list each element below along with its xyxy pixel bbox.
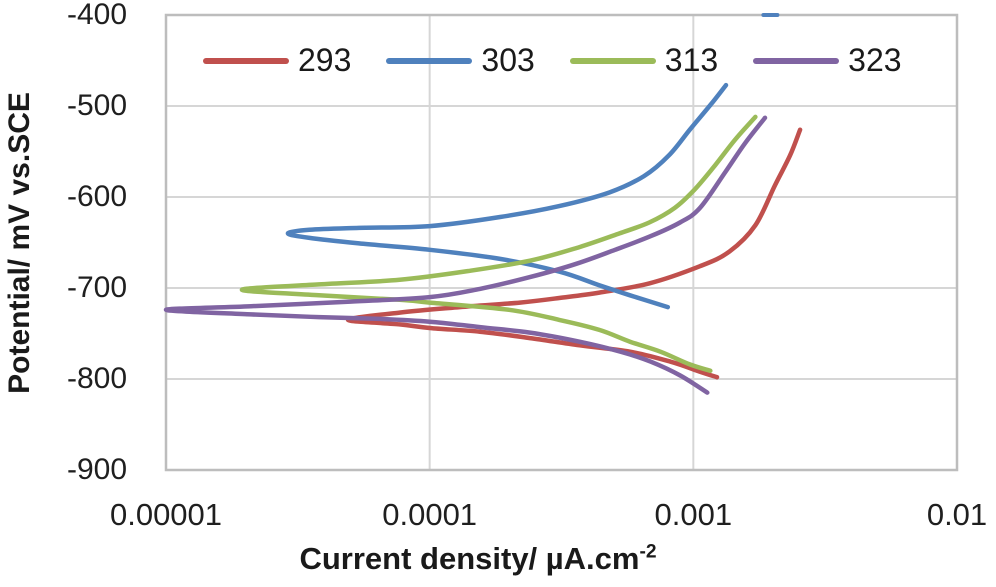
- x-tick-label: 0.00001: [109, 497, 223, 532]
- legend-label: 293: [298, 42, 352, 78]
- legend-label: 323: [848, 42, 902, 78]
- legend-swatch: [386, 57, 473, 64]
- x-tick-label: 0.01: [926, 497, 988, 532]
- y-tick-label: -700: [66, 271, 127, 304]
- x-axis-title-exponent: -2: [639, 541, 657, 563]
- x-axis-title-text: Current density/ µA.cm: [299, 541, 640, 576]
- legend-swatch: [569, 57, 656, 64]
- y-tick-label: -900: [66, 453, 127, 486]
- y-tick-label: -600: [66, 180, 127, 213]
- x-axis-title: Current density/ µA.cm-2: [299, 541, 656, 577]
- legend: 293 303 313 323: [203, 44, 937, 77]
- legend-swatch: [753, 57, 840, 64]
- y-tick-label: -400: [66, 0, 127, 31]
- legend-item-293: 293: [203, 44, 351, 77]
- legend-item-303: 303: [386, 42, 535, 78]
- legend-item-313: 313: [569, 42, 719, 78]
- legend-swatch: [203, 57, 289, 64]
- plot-border: [164, 13, 959, 472]
- curve-313: [239, 114, 758, 374]
- y-axis-title: Potential/ mV vs.SCE: [3, 92, 36, 394]
- y-tick-label: -800: [66, 362, 127, 395]
- legend-label: 303: [481, 42, 535, 78]
- x-tick-label: 0.0001: [382, 497, 478, 532]
- curve-323: [163, 115, 768, 395]
- x-tick-label: 0.001: [654, 497, 733, 532]
- legend-label: 313: [664, 42, 719, 78]
- y-tick-label: -500: [66, 89, 127, 122]
- legend-item-323: 323: [753, 42, 902, 78]
